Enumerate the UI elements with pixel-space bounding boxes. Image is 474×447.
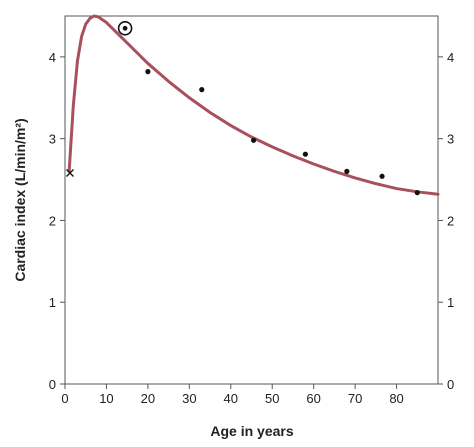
x-tick-label-30: 30 [182, 391, 196, 406]
axis-ticks [60, 56, 443, 389]
cross-data-point [66, 169, 74, 177]
y-tick-label-left-4: 4 [49, 50, 56, 65]
data-point [145, 69, 151, 75]
circled-data-point [117, 20, 133, 36]
y-tick-label-right-0: 0 [447, 377, 454, 392]
x-tick-label-20: 20 [141, 391, 155, 406]
cardiac-index-curve [67, 14, 440, 196]
axis-tick-labels: 0 10 20 30 40 50 60 70 800 01 12 23 34 4 [49, 50, 454, 406]
data-point [199, 87, 205, 93]
x-axis-title: Age in years [210, 423, 293, 439]
x-tick-label-70: 70 [348, 391, 362, 406]
y-tick-label-right-4: 4 [447, 50, 454, 65]
y-tick-label-right-2: 2 [447, 213, 454, 228]
data-point [302, 151, 308, 157]
y-axis-title: Cardiac index (L/min/m²) [12, 118, 28, 281]
plot-frame [64, 15, 439, 385]
data-point [344, 168, 350, 174]
y-tick-label-left-2: 2 [49, 213, 56, 228]
x-tick-label-0: 0 [61, 391, 68, 406]
y-tick-label-left-1: 1 [49, 295, 56, 310]
x-tick-label-80: 80 [389, 391, 403, 406]
y-tick-label-right-3: 3 [447, 132, 454, 147]
x-tick-label-40: 40 [224, 391, 238, 406]
x-tick-label-10: 10 [99, 391, 113, 406]
data-point [379, 173, 385, 179]
data-point [250, 137, 257, 143]
y-tick-label-left-3: 3 [49, 132, 56, 147]
data-point [414, 190, 420, 196]
y-tick-label-left-0: 0 [49, 377, 56, 392]
x-tick-label-50: 50 [265, 391, 279, 406]
x-tick-label-60: 60 [306, 391, 320, 406]
y-tick-label-right-1: 1 [447, 295, 454, 310]
data-markers [66, 20, 420, 196]
